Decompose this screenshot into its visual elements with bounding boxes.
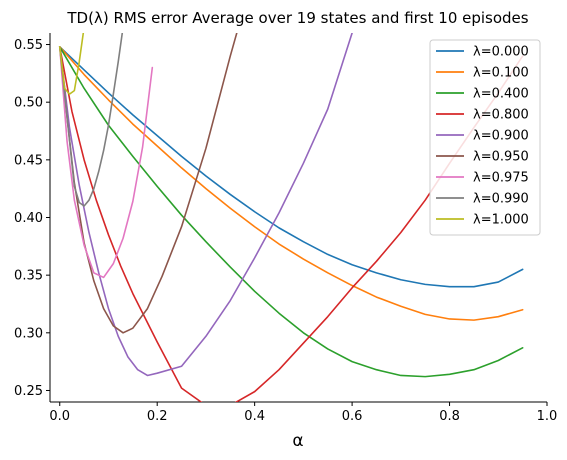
y-tick-label: 0.55: [14, 38, 43, 53]
legend-label-0: λ=0.000: [473, 45, 529, 60]
x-tick-label: 0.8: [439, 409, 460, 424]
series-line-6: [58, 46, 154, 279]
series-line-4: [58, 33, 353, 377]
series-line-8: [58, 33, 85, 95]
y-tick-label: 0.45: [14, 153, 43, 168]
y-tick-label: 0.30: [14, 326, 43, 341]
x-tick-label: 0.4: [244, 409, 265, 424]
y-tick-label: 0.40: [14, 211, 43, 226]
series-line-5: [58, 33, 238, 334]
x-tick-label: 0.0: [49, 409, 70, 424]
series-line-1: [58, 46, 524, 321]
series-lines: [58, 33, 524, 402]
tick-labels: 0.0 0.2 0.4 0.6 0.8 1.0 0.25 0.30 0.35 0.40 0.45 0.…: [14, 38, 557, 424]
chart-title: TD(λ) RMS error Average over 19 states a…: [66, 9, 528, 27]
legend-box: [429, 39, 541, 236]
legend-label-2: λ=0.400: [473, 87, 529, 102]
series-line-0: [58, 46, 524, 288]
series-line-7: [58, 33, 124, 207]
x-axis-label: α: [292, 431, 303, 451]
y-tick-label: 0.50: [14, 96, 43, 111]
legend-label-1: λ=0.100: [473, 66, 529, 81]
series-line-2: [58, 46, 524, 378]
legend-label-6: λ=0.975: [473, 171, 529, 186]
y-tick-label: 0.35: [14, 269, 43, 284]
x-tick-label: 1.0: [537, 409, 558, 424]
x-tick-label: 0.6: [342, 409, 363, 424]
legend: λ=0.000 λ=0.100 λ=0.400 λ=0.800 λ=0.900 λ=0.9…: [429, 39, 541, 236]
legend-label-4: λ=0.900: [473, 129, 529, 144]
y-tick-label: 0.25: [14, 384, 43, 399]
legend-label-3: λ=0.800: [473, 108, 529, 123]
x-tick-label: 0.2: [147, 409, 168, 424]
legend-label-5: λ=0.950: [473, 150, 529, 165]
legend-label-8: λ=1.000: [473, 213, 529, 228]
legend-label-7: λ=0.990: [473, 192, 529, 207]
